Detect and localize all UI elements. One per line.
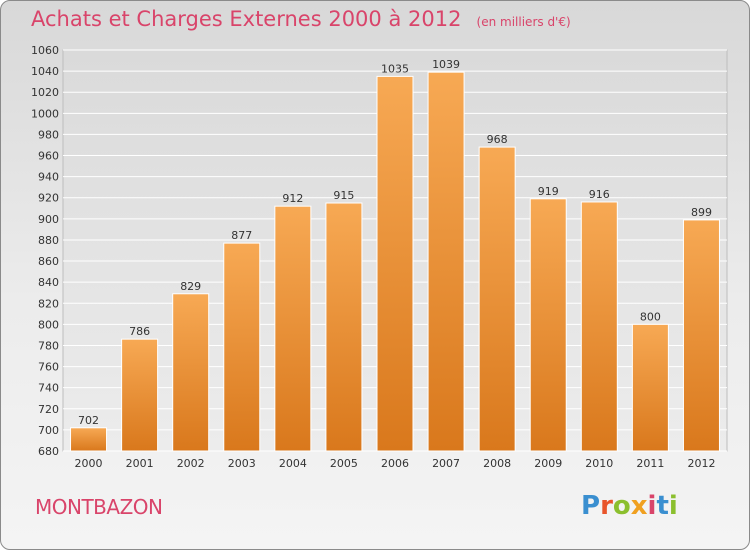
bar-2009 <box>529 198 567 452</box>
y-tick-label: 680 <box>38 445 59 458</box>
y-tick-label: 1020 <box>31 86 59 99</box>
x-tick-label: 2010 <box>585 457 613 470</box>
bar-2001 <box>121 338 159 452</box>
x-tick-label: 2008 <box>483 457 511 470</box>
y-tick-label: 960 <box>38 150 59 163</box>
bar-2008 <box>478 146 516 452</box>
data-label: 829 <box>180 280 201 293</box>
bar-2011 <box>631 323 669 452</box>
x-tick-label: 2002 <box>177 457 205 470</box>
data-label: 877 <box>231 229 252 242</box>
x-axis: 2000 2001 2002 2003 2004 2005 2006 2007 2008 2009… <box>75 457 716 470</box>
proxiti-logo: Proxiti <box>581 491 678 521</box>
town-name: MONTBAZON <box>35 495 163 519</box>
bar-2003 <box>223 242 261 452</box>
x-tick-label: 2012 <box>687 457 715 470</box>
data-label: 786 <box>129 325 150 338</box>
bar-2002 <box>172 293 210 452</box>
y-tick-label: 720 <box>38 403 59 416</box>
data-label: 702 <box>78 414 99 427</box>
x-tick-label: 2009 <box>534 457 562 470</box>
y-tick-label: 860 <box>38 255 59 268</box>
x-tick-label: 2006 <box>381 457 409 470</box>
y-tick-label: 780 <box>38 339 59 352</box>
title-line: Achats et Charges Externes 2000 à 2012 (… <box>31 7 571 31</box>
y-tick-label: 820 <box>38 297 59 310</box>
y-tick-label: 900 <box>38 213 59 226</box>
data-label: 800 <box>640 310 661 323</box>
y-tick-label: 1000 <box>31 107 59 120</box>
x-tick-label: 2000 <box>75 457 103 470</box>
y-tick-label: 940 <box>38 171 59 184</box>
data-labels: 702 786 829 877 912 915 1035 1039 968 919 916 800 89… <box>78 58 712 427</box>
y-tick-label: 800 <box>38 318 59 331</box>
bar-2004 <box>274 205 312 452</box>
data-label: 915 <box>333 189 354 202</box>
x-tick-label: 2007 <box>432 457 460 470</box>
data-label: 1039 <box>432 58 460 71</box>
data-label: 916 <box>589 188 610 201</box>
data-label: 919 <box>538 185 559 198</box>
bar-2007 <box>427 71 465 452</box>
y-tick-label: 760 <box>38 361 59 374</box>
bar-2005 <box>325 202 363 452</box>
y-tick-label: 1060 <box>31 44 59 57</box>
data-label: 968 <box>487 133 508 146</box>
x-tick-label: 2011 <box>636 457 664 470</box>
y-tick-label: 840 <box>38 276 59 289</box>
y-tick-label: 880 <box>38 234 59 247</box>
x-tick-label: 2005 <box>330 457 358 470</box>
data-label: 1035 <box>381 62 409 75</box>
x-tick-label: 2004 <box>279 457 307 470</box>
bar-2012 <box>682 219 720 452</box>
bar-2010 <box>580 201 618 452</box>
x-tick-label: 2001 <box>126 457 154 470</box>
y-tick-label: 980 <box>38 128 59 141</box>
y-tick-label: 1040 <box>31 65 59 78</box>
y-tick-label: 740 <box>38 382 59 395</box>
y-tick-label: 920 <box>38 192 59 205</box>
bars <box>70 71 720 452</box>
x-tick-label: 2003 <box>228 457 256 470</box>
data-label: 899 <box>691 206 712 219</box>
y-axis: 680 700 720 740 760 780 800 820 840 860 880 900 920 9… <box>31 44 59 458</box>
bar-2000 <box>70 427 108 452</box>
data-label: 912 <box>282 192 303 205</box>
y-tick-label: 700 <box>38 424 59 437</box>
chart-title: Achats et Charges Externes 2000 à 2012 <box>31 7 462 31</box>
bar-2006 <box>376 75 414 452</box>
chart-subtitle: (en milliers d'€) <box>476 15 571 29</box>
